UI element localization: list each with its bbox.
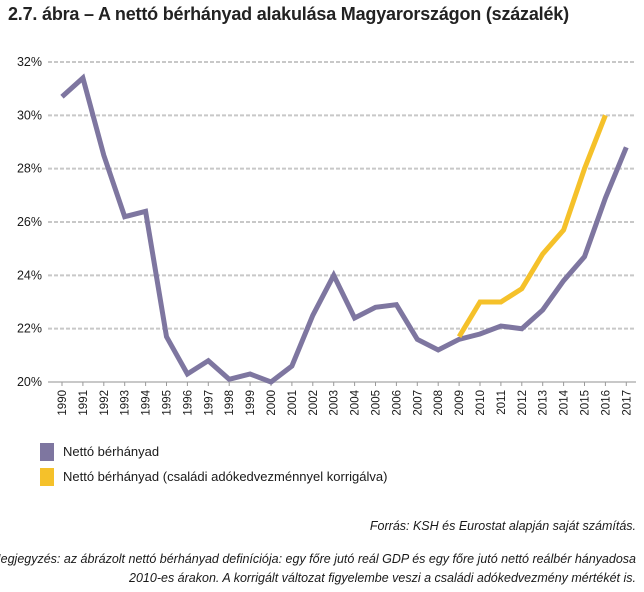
y-tick-label: 22% bbox=[17, 322, 42, 336]
y-axis-ticks: 20% 22% 24% 26% 28% 30% 32% bbox=[17, 55, 42, 389]
x-tick-label: 2015 bbox=[580, 390, 592, 416]
x-tick-label: 2017 bbox=[621, 390, 633, 416]
x-tick-label: 2003 bbox=[329, 390, 341, 416]
x-tick-label: 2008 bbox=[433, 390, 445, 416]
x-tick-label: 2010 bbox=[475, 390, 487, 416]
remark-line-2: 2010-es árakon. A korrigált változat fig… bbox=[129, 571, 636, 585]
legend-item-netto-berhanyad-korrigalt: Nettó bérhányad (családi adókedvezménnye… bbox=[40, 466, 387, 487]
gridlines bbox=[48, 61, 636, 383]
legend-label: Nettó bérhányad bbox=[63, 444, 160, 459]
series-line-netto-berhanyad bbox=[60, 73, 629, 385]
legend-swatch-yellow bbox=[40, 467, 54, 486]
x-tick-label: 2012 bbox=[517, 390, 529, 416]
x-tick-label: 2004 bbox=[350, 389, 362, 415]
legend-swatch-purple bbox=[40, 442, 54, 461]
y-tick-label: 24% bbox=[17, 268, 42, 282]
x-tick-label: 1990 bbox=[57, 390, 69, 416]
chart-title: 2.7. ábra – A nettó bérhányad alakulása … bbox=[8, 4, 569, 24]
x-tick-label: 1992 bbox=[99, 390, 111, 416]
x-axis-ticks: 1990 1991 1992 1993 1994 1995 1996 1997 1998 1999… bbox=[57, 382, 633, 416]
x-tick-label: 2011 bbox=[496, 390, 508, 415]
source-note: Forrás: KSH és Eurostat alapján saját sz… bbox=[369, 519, 636, 533]
remark-note: Megjegyzés: az ábrázolt nettó bérhányad … bbox=[0, 550, 636, 588]
x-tick-label: 1994 bbox=[141, 389, 153, 415]
chart-svg: 20%22%24%26%28%30%32% 1990 1991 1992 1993 19… bbox=[17, 55, 636, 416]
x-tick-label: 2014 bbox=[559, 389, 571, 415]
remark-line-1: Megjegyzés: az ábrázolt nettó bérhányad … bbox=[0, 552, 636, 566]
series-lines bbox=[60, 73, 629, 385]
x-tick-label: 2000 bbox=[266, 390, 278, 416]
x-tick-label: 2005 bbox=[371, 390, 383, 416]
x-tick-label: 1991 bbox=[78, 390, 90, 416]
legend-label: Nettó bérhányad (családi adókedvezménnye… bbox=[63, 469, 388, 484]
legend: Nettó bérhányad Nettó bérhányad (családi… bbox=[40, 441, 387, 491]
y-tick-label: 28% bbox=[17, 162, 42, 176]
legend-item-netto-berhanyad: Nettó bérhányad bbox=[40, 441, 387, 462]
x-tick-label: 2009 bbox=[454, 390, 466, 416]
x-tick-label: 1999 bbox=[245, 390, 257, 416]
y-tick-label: 26% bbox=[17, 215, 42, 229]
y-tick-label: 32% bbox=[17, 55, 42, 69]
x-tick-label: 1996 bbox=[182, 390, 194, 416]
x-tick-label: 2013 bbox=[538, 390, 550, 416]
x-tick-label: 2016 bbox=[600, 390, 612, 416]
x-tick-label: 2002 bbox=[308, 390, 320, 416]
x-tick-label: 1998 bbox=[224, 390, 236, 416]
x-tick-label: 1997 bbox=[203, 390, 215, 416]
series-line-korrigalt bbox=[456, 114, 608, 338]
x-tick-label: 1995 bbox=[162, 390, 174, 416]
x-tick-label: 2006 bbox=[391, 390, 403, 416]
x-tick-label: 1993 bbox=[120, 390, 132, 416]
y-tick-label: 30% bbox=[17, 108, 42, 122]
x-tick-label: 2007 bbox=[412, 390, 424, 416]
y-tick-label: 20% bbox=[17, 375, 42, 389]
x-tick-label: 2001 bbox=[287, 390, 299, 416]
